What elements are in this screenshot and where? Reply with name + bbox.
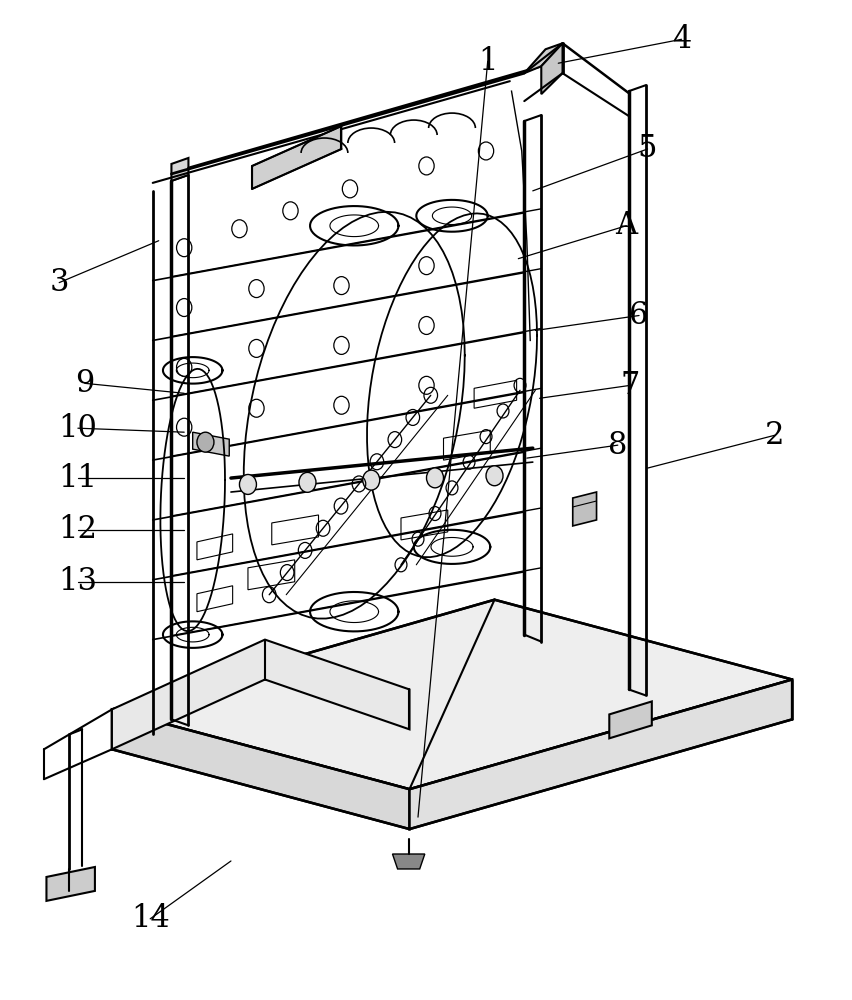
Text: 14: 14 — [130, 903, 170, 934]
Polygon shape — [112, 600, 792, 789]
Text: A: A — [614, 210, 636, 241]
Text: 6: 6 — [629, 300, 648, 331]
Text: 8: 8 — [607, 430, 627, 461]
Text: 3: 3 — [49, 267, 69, 298]
Polygon shape — [392, 854, 424, 869]
Polygon shape — [541, 43, 561, 94]
Polygon shape — [112, 640, 409, 749]
Text: 4: 4 — [671, 24, 690, 55]
Circle shape — [298, 472, 315, 492]
Polygon shape — [252, 126, 341, 189]
Text: 9: 9 — [75, 368, 95, 399]
Text: 7: 7 — [620, 370, 640, 401]
Circle shape — [362, 470, 379, 490]
Polygon shape — [572, 492, 596, 526]
Polygon shape — [409, 680, 792, 829]
Polygon shape — [608, 701, 651, 738]
Polygon shape — [171, 158, 188, 181]
Circle shape — [486, 466, 503, 486]
Polygon shape — [524, 43, 561, 73]
Text: 1: 1 — [477, 46, 497, 77]
Text: 5: 5 — [637, 133, 657, 164]
Polygon shape — [193, 432, 229, 456]
Circle shape — [239, 474, 256, 494]
Circle shape — [197, 432, 214, 452]
Text: 12: 12 — [58, 514, 97, 545]
Text: 2: 2 — [764, 420, 784, 451]
Polygon shape — [46, 867, 95, 901]
Text: 10: 10 — [59, 413, 97, 444]
Circle shape — [426, 468, 443, 488]
Text: 13: 13 — [58, 566, 97, 597]
Text: 11: 11 — [58, 463, 97, 494]
Polygon shape — [112, 709, 409, 829]
